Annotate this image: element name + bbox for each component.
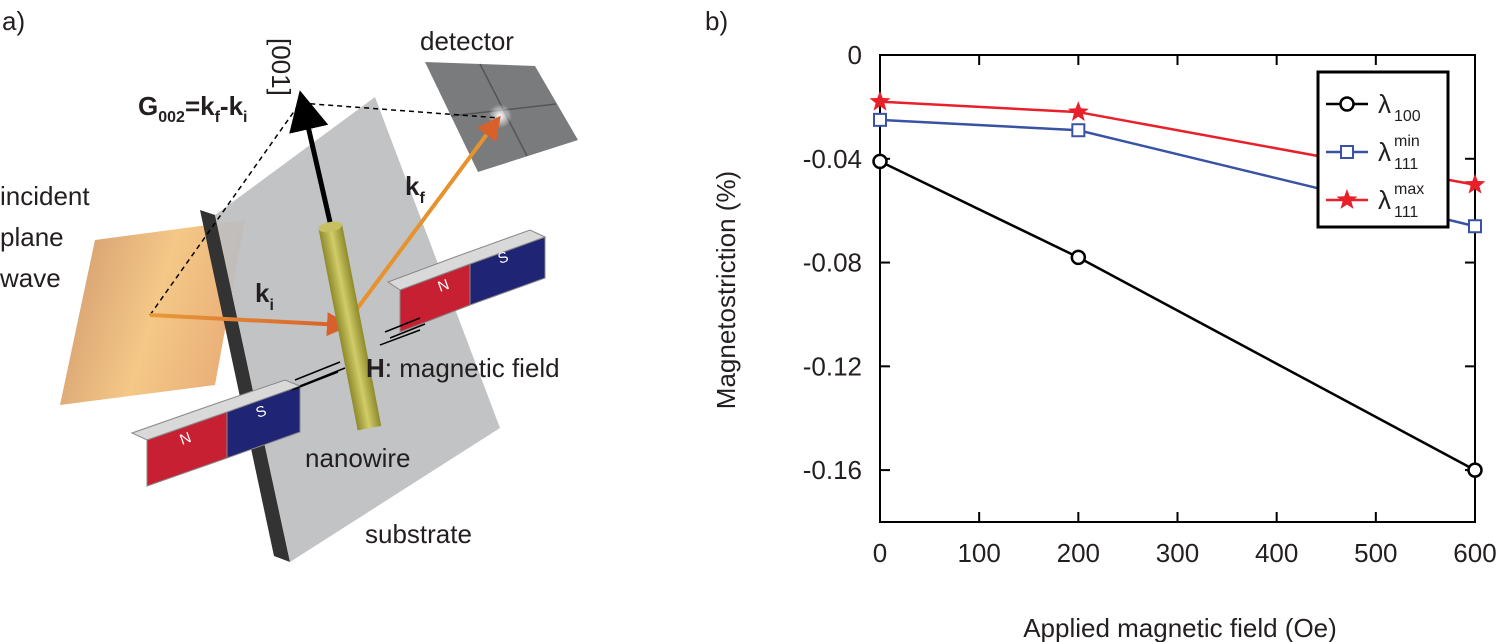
marker: [873, 112, 887, 127]
legend-sup: min: [1394, 133, 1420, 150]
marker: [1467, 462, 1483, 478]
x-tick-label: 300: [1156, 538, 1199, 568]
nanowire-label: nanowire: [305, 443, 411, 473]
y-tick-label: -0.04: [803, 144, 862, 174]
legend-label: λ: [1378, 89, 1391, 119]
x-tick-label: 100: [957, 538, 1000, 568]
x-tick-label: 0: [873, 538, 887, 568]
nanowire: [318, 221, 382, 431]
nanowire-top: [318, 221, 343, 233]
marker: [1067, 101, 1089, 121]
marker: [872, 153, 888, 170]
legend-label: λ: [1378, 185, 1391, 215]
diffraction-spot: [488, 104, 512, 128]
chart: b) Applied magnetic field (Oe) Magnetost…: [705, 6, 1497, 642]
panel-label: b): [705, 6, 728, 36]
legend-sub: 111: [1394, 156, 1418, 173]
kf-arrow: [343, 115, 501, 327]
x-axis-title: Applied magnetic field (Oe): [1023, 613, 1337, 642]
formula: G002=kf-ki: [138, 91, 248, 126]
field-label: H: magnetic field: [366, 353, 560, 383]
legend-marker: [1340, 145, 1354, 159]
kf-label: kf: [405, 171, 425, 207]
ki-label: ki: [255, 278, 274, 314]
magnet: N S: [386, 229, 547, 333]
x-tick-label: 200: [1057, 538, 1100, 568]
axis-label: [001]: [266, 38, 296, 96]
y-tick-label: -0.08: [803, 248, 862, 278]
incident-label: wave: [0, 263, 61, 293]
ki-arrow: [149, 312, 351, 337]
legend-sub: 100: [1394, 108, 1421, 125]
magnet: N S: [130, 379, 302, 487]
legend-label: λ: [1378, 137, 1391, 167]
legend-marker: [1339, 96, 1355, 112]
x-tick-label: 400: [1255, 538, 1298, 568]
panel-label: a): [2, 6, 25, 36]
diagram: a) N S N S [001] detector G002=kf-ki kf: [0, 6, 578, 562]
y-tick-label: -0.12: [803, 351, 862, 381]
substrate-label: substrate: [365, 519, 472, 549]
marker: [1464, 173, 1486, 194]
x-tick-label: 600: [1453, 538, 1496, 568]
g-vector: [289, 90, 333, 223]
substrate-edge: [200, 210, 290, 562]
incident-label: plane: [0, 222, 64, 252]
magnet-top: [386, 229, 547, 291]
nanowire-body: [318, 224, 382, 431]
y-axis-title: Magnetostriction (%): [711, 171, 741, 409]
incident-label: incident: [0, 181, 90, 211]
detector-label: detector: [420, 26, 514, 56]
magnet-top: [130, 379, 302, 441]
marker: [869, 90, 891, 111]
field-arrows: [291, 317, 426, 391]
x-tick-label: 500: [1354, 538, 1397, 568]
legend-sup: max: [1394, 181, 1424, 198]
marker: [1071, 123, 1086, 138]
y-tick-label: -0.16: [803, 455, 862, 485]
y-tick-label: 0: [848, 40, 862, 70]
legend-marker: [1336, 189, 1358, 209]
marker: [1070, 249, 1087, 266]
marker: [1468, 219, 1482, 234]
legend-sub: 111: [1394, 204, 1418, 221]
